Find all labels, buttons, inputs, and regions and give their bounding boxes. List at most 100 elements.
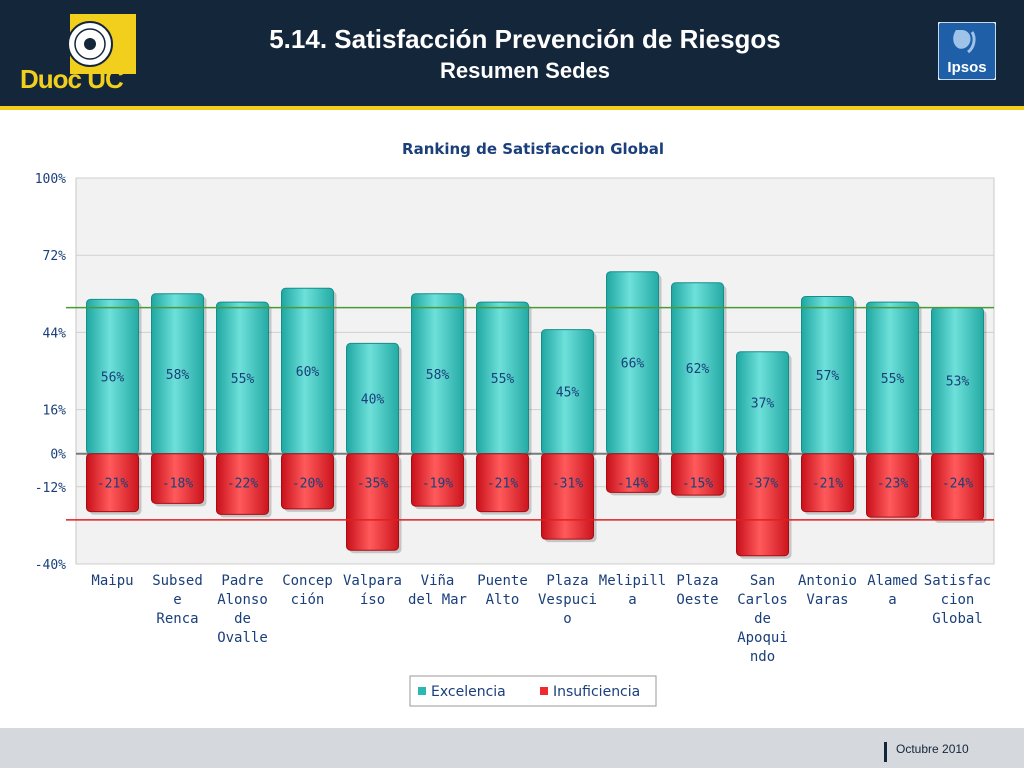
bar-insuficiencia (671, 453, 724, 496)
bar-insuficiencia (86, 453, 139, 513)
x-tick-label: Concep (282, 573, 333, 589)
x-axis: Maipu Subsed e Renca Padre Alonso de Ovalle Conc… (91, 573, 991, 665)
legend-label: Insuficiencia (553, 684, 640, 700)
duoc-logo-text: Duoc UC (20, 64, 124, 92)
legend-swatch (540, 687, 548, 695)
bar-label-excelencia: 37% (751, 397, 775, 412)
x-tick-label: San (750, 573, 775, 589)
x-tick-label: a (888, 592, 896, 608)
x-tick-label: ción (291, 592, 325, 608)
header-accent-line (0, 106, 1024, 110)
bar-label-insuficiencia: -14% (617, 477, 648, 492)
y-tick-label: 72% (43, 249, 67, 264)
bar-insuficiencia (216, 453, 269, 515)
slide-subtitle: Resumen Sedes (440, 58, 610, 83)
bar-label-insuficiencia: -24% (942, 477, 973, 492)
slide-title: 5.14. Satisfacción Prevención de Riesgos (269, 24, 781, 54)
satisfaction-chart: Ranking de Satisfaccion Global 100% 72% 44… (35, 140, 995, 707)
bar-label-excelencia: 58% (166, 368, 190, 383)
bar-label-insuficiencia: -15% (682, 477, 713, 492)
x-tick-label: cion (941, 592, 975, 608)
bar-label-excelencia: 40% (361, 393, 385, 408)
x-tick-label: Plaza (546, 573, 588, 589)
x-tick-label: Varas (806, 592, 848, 608)
y-tick-label: -12% (35, 481, 66, 496)
x-tick-label: del Mar (408, 592, 467, 608)
x-tick-label: Valpara (343, 573, 402, 589)
x-tick-label: ndo (750, 649, 775, 665)
x-tick-label: o (563, 611, 571, 627)
reference-lines (66, 306, 994, 521)
bar-insuficiencia (281, 453, 334, 510)
x-tick-label: Renca (156, 611, 198, 627)
bar-label-insuficiencia: -20% (292, 477, 323, 492)
x-tick-label: Subsed (152, 573, 203, 589)
bar-label-insuficiencia: -35% (357, 477, 388, 492)
y-tick-label: -40% (35, 558, 66, 573)
x-tick-label: Satisfac (924, 573, 991, 589)
bar-label-excelencia: 45% (556, 386, 580, 401)
legend-swatch (418, 687, 426, 695)
bar-insuficiencia (411, 453, 464, 507)
ipsos-logo: Ipsos (938, 22, 996, 80)
legend-box (409, 675, 657, 707)
x-tick-label: Alamed (867, 573, 918, 589)
header-bar: Duoc UC 5.14. Satisfacción Prevención de… (0, 0, 1024, 106)
x-tick-label: Apoqui (737, 630, 788, 646)
legend-label: Excelencia (431, 684, 506, 700)
bar-label-excelencia: 55% (231, 372, 255, 387)
x-tick-label: Ovalle (217, 630, 268, 646)
bar-label-insuficiencia: -37% (747, 477, 778, 492)
x-tick-label: Plaza (676, 573, 718, 589)
y-tick-label: 100% (35, 172, 66, 187)
duoc-uc-logo: Duoc UC (20, 14, 136, 92)
bar-label-insuficiencia: -19% (422, 477, 453, 492)
bar-insuficiencia (346, 453, 399, 551)
bar-insuficiencia (606, 453, 659, 493)
bar-label-insuficiencia: -21% (812, 477, 843, 492)
bar-label-insuficiencia: -23% (877, 477, 908, 492)
x-tick-label: a (628, 592, 636, 608)
bar-insuficiencia (541, 453, 594, 540)
x-tick-label: Viña (421, 573, 455, 589)
x-tick-label: Melipill (599, 573, 666, 589)
bar-label-excelencia: 60% (296, 365, 320, 380)
bar-label-insuficiencia: -31% (552, 477, 583, 492)
footer-date: Octubre 2010 (896, 742, 969, 756)
x-tick-label: Oeste (676, 592, 718, 608)
bar-insuficiencia (866, 453, 919, 518)
x-tick-label: Global (932, 611, 983, 627)
footer-divider (884, 742, 887, 762)
bar-label-excelencia: 56% (101, 371, 125, 386)
x-tick-label: de (754, 611, 771, 627)
y-tick-label: 44% (43, 326, 67, 341)
x-tick-label: Alto (486, 592, 520, 608)
chart-title: Ranking de Satisfaccion Global (402, 140, 664, 158)
y-tick-label: 16% (43, 404, 67, 419)
x-tick-label: Antonio (798, 573, 857, 589)
footer-bar: Octubre 2010 (0, 728, 1024, 768)
x-tick-label: de (234, 611, 251, 627)
x-tick-label: Vespuci (538, 592, 597, 608)
bar-label-excelencia: 55% (491, 372, 515, 387)
bar-label-excelencia: 55% (881, 372, 905, 387)
y-tick-label: 0% (50, 448, 66, 463)
bar-series: 56% -21% 58% -18% 55% -22% 60% -20% 40% -35% 58% -1… (86, 271, 987, 559)
bar-label-excelencia: 53% (946, 375, 970, 390)
x-tick-label: Padre (221, 573, 263, 589)
bar-insuficiencia (476, 453, 529, 513)
x-tick-label: Puente (477, 573, 528, 589)
y-axis: 100% 72% 44% 16% 0% -12% -40% (35, 172, 66, 573)
x-tick-label: íso (360, 592, 385, 608)
bar-insuficiencia (736, 453, 789, 557)
bar-insuficiencia (801, 453, 854, 513)
bar-label-insuficiencia: -21% (487, 477, 518, 492)
x-tick-label: Maipu (91, 573, 133, 589)
x-tick-label: Carlos (737, 592, 788, 608)
bar-label-excelencia: 62% (686, 362, 710, 377)
bar-insuficiencia (151, 453, 204, 504)
legend: Excelencia Insuficiencia (409, 675, 657, 707)
bar-label-excelencia: 66% (621, 357, 645, 372)
bar-label-excelencia: 57% (816, 369, 840, 384)
bar-label-insuficiencia: -22% (227, 477, 258, 492)
